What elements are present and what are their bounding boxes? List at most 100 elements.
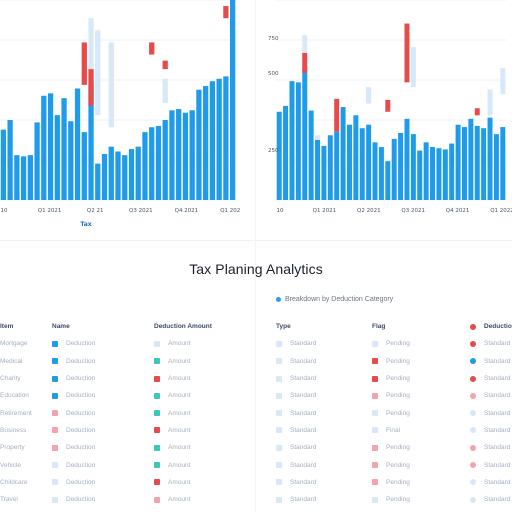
bar[interactable] [34,122,40,200]
column-header[interactable]: Deduction [484,323,512,331]
table-row[interactable]: Charity [0,370,32,387]
bar[interactable] [302,68,308,200]
table-row[interactable]: Deduction [52,404,95,421]
table-row[interactable]: Standard [470,439,512,456]
bar[interactable] [155,126,162,200]
table-row[interactable]: Standard [276,353,316,370]
bar[interactable] [366,124,372,200]
table-row[interactable]: Standard [470,335,512,352]
bar[interactable] [417,150,423,200]
table-row[interactable]: Pending [372,491,410,508]
table-row[interactable]: Standard [276,491,316,508]
bar[interactable] [436,148,442,200]
bar[interactable] [95,163,101,200]
bar[interactable] [203,86,209,200]
bar[interactable] [378,147,384,200]
table-row[interactable]: Amount [154,439,212,456]
bar[interactable] [162,120,168,200]
bar[interactable] [289,81,295,200]
table-row[interactable]: Standard [470,404,512,421]
column-header[interactable]: Name [52,323,70,331]
table-row[interactable]: Standard [276,387,316,404]
table-row[interactable]: Deduction [52,491,95,508]
table-row[interactable]: Pending [372,387,410,404]
bar[interactable] [372,142,378,200]
table-row[interactable]: Standard [470,387,512,404]
bar[interactable] [189,110,195,200]
bar[interactable] [101,153,108,200]
bar[interactable] [295,82,301,200]
table-row[interactable]: Standard [276,404,316,421]
column-header[interactable]: Item [0,323,14,331]
bar[interactable] [481,128,487,200]
bar[interactable] [149,127,155,200]
bar[interactable] [135,146,141,200]
bar[interactable] [61,98,67,200]
column-header[interactable]: Deduction Amount [154,323,212,331]
bar[interactable] [315,140,321,200]
bar[interactable] [209,81,216,200]
bar[interactable] [7,120,13,200]
bar[interactable] [142,132,148,200]
bar[interactable] [108,146,114,200]
bar[interactable] [115,151,121,200]
table-row[interactable]: Medical [0,353,32,370]
table-row[interactable]: Deduction [52,353,95,370]
bar[interactable] [283,105,289,200]
table-row[interactable]: Pending [372,335,410,352]
bar[interactable] [196,89,202,200]
bar[interactable] [391,138,397,200]
bar[interactable] [359,128,365,200]
bar[interactable] [0,129,7,200]
bar[interactable] [410,134,416,200]
bar[interactable] [449,143,455,200]
bar[interactable] [404,118,410,200]
table-row[interactable]: Standard [276,439,316,456]
table-row[interactable]: Amount [154,335,212,352]
table-row[interactable]: Final [372,422,410,439]
table-row[interactable]: Amount [154,491,212,508]
table-row[interactable]: Property [0,439,32,456]
bar[interactable] [398,132,404,200]
table-row[interactable]: Amount [154,404,212,421]
table-row[interactable]: Standard [470,422,512,439]
table-row[interactable]: Amount [154,387,212,404]
table-row[interactable]: Vehicle [0,456,32,473]
table-row[interactable]: Pending [372,370,410,387]
bar[interactable] [385,161,391,200]
bar[interactable] [442,149,448,200]
bar[interactable] [88,82,94,200]
bar[interactable] [487,117,493,200]
bar[interactable] [182,112,189,200]
bar[interactable] [321,145,327,200]
table-row[interactable]: Pending [372,404,410,421]
bar[interactable] [74,88,81,200]
bar[interactable] [340,107,346,200]
bar[interactable] [493,134,499,200]
bar[interactable] [14,155,20,200]
table-row[interactable]: Standard [276,370,316,387]
bar[interactable] [68,121,74,200]
bar[interactable] [54,115,60,200]
table-row[interactable]: Deduction [52,474,95,491]
table-row[interactable]: Standard [470,456,512,473]
bar[interactable] [122,155,128,200]
bar[interactable] [47,93,54,200]
column-header[interactable]: Type [276,323,291,331]
table-row[interactable]: Business [0,422,32,439]
table-row[interactable]: Travel [0,491,32,508]
table-row[interactable]: Amount [154,353,212,370]
bar[interactable] [474,125,480,200]
table-row[interactable]: Retirement [0,404,32,421]
bar[interactable] [346,124,352,200]
bar[interactable] [423,142,429,200]
table-row[interactable]: Pending [372,456,410,473]
table-row[interactable]: Education [0,387,32,404]
table-row[interactable]: Amount [154,474,212,491]
bar[interactable] [81,132,87,200]
table-row[interactable]: Deduction [52,335,95,352]
bar[interactable] [216,78,222,200]
table-row[interactable]: Childcare [0,474,32,491]
table-row[interactable]: Deduction [52,439,95,456]
table-row[interactable]: Standard [276,422,316,439]
